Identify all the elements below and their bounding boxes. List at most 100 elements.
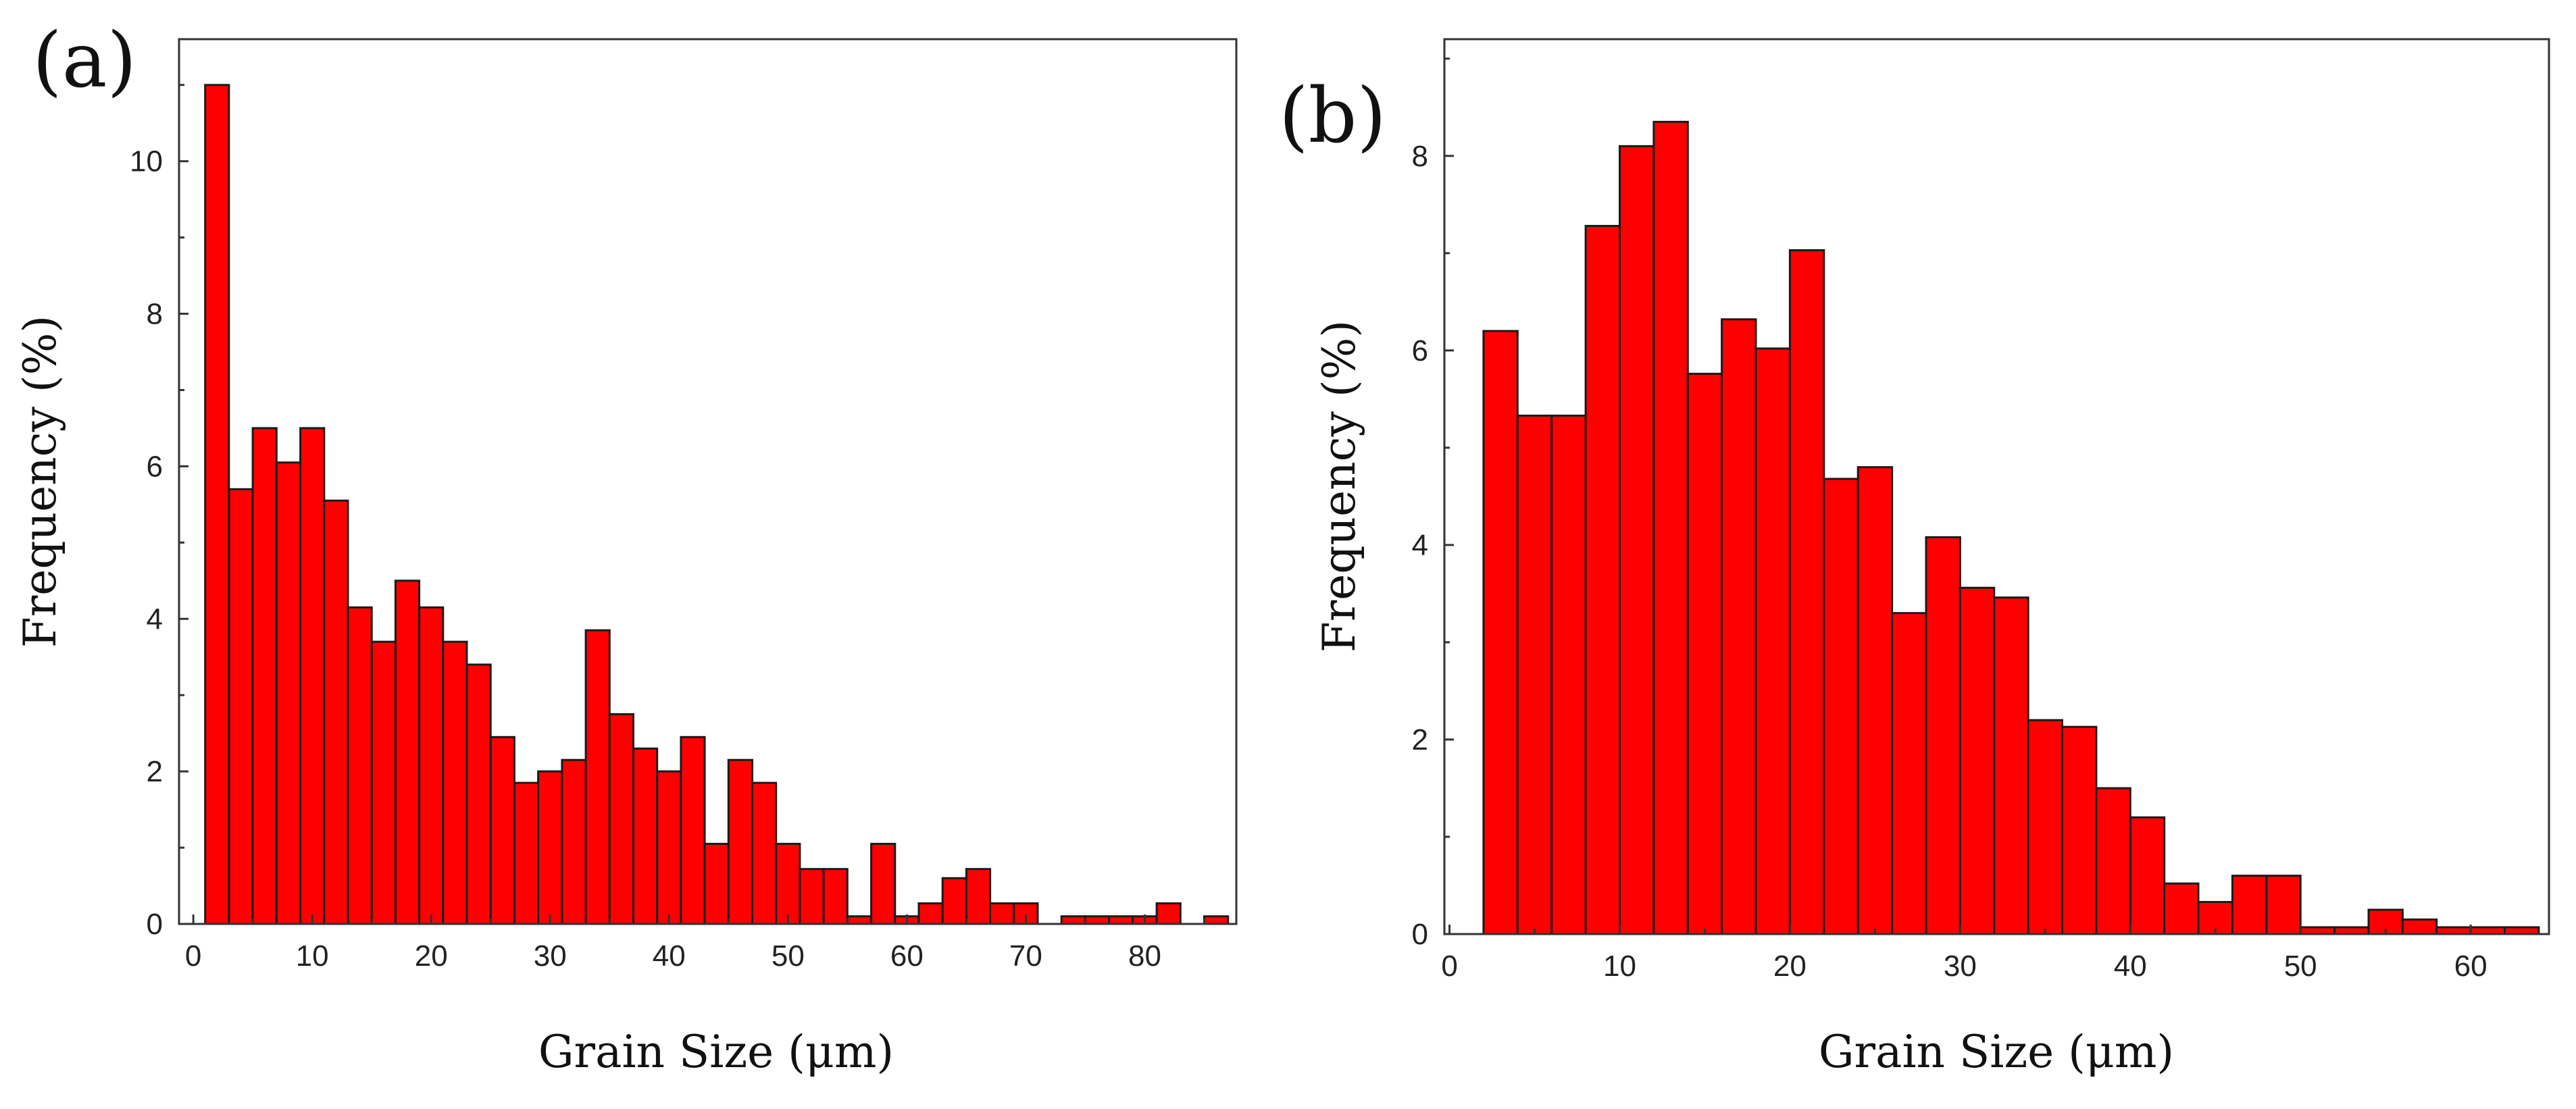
panel-b-y-axis-title: Frequency (%) [1313, 320, 1365, 652]
panel-b-bar-29 [2469, 926, 2506, 935]
panel-b-bar-30 [2504, 926, 2540, 935]
panel-a-bar-8 [394, 579, 421, 925]
panel-b-bar-17 [2061, 725, 2098, 935]
panel-a-bar-34 [1013, 902, 1039, 925]
panel-b-bar-2 [1550, 414, 1587, 935]
panel-a-bar-10 [442, 640, 468, 925]
panel-a-bar-25 [799, 868, 825, 925]
panel-a-bar-0 [204, 84, 230, 925]
panel-b-x-tick-label-1: 10 [1603, 950, 1636, 983]
chart-panel-b: 0 10 20 30 40 50 60 0 2 4 6 8 Grain Size (μm) Frequen… [1279, 38, 2550, 1078]
panel-a-x-tick-label-0: 0 [185, 939, 201, 973]
panel-b-bar-19 [2129, 816, 2166, 935]
panel-b-bar-1 [1516, 414, 1553, 935]
panel-b-bar-0 [1482, 330, 1519, 935]
panel-b-x-tick-label-2: 20 [1773, 950, 1807, 983]
panel-a-bar-38 [1108, 915, 1134, 925]
panel-b-bar-8 [1754, 347, 1791, 935]
chart-panel-a: 0 10 20 30 40 50 60 70 80 0 2 4 6 8 10 Grain Size (μm) F… [14, 17, 1238, 1078]
panel-a-x-axis-title: Grain Size (μm) [538, 1026, 894, 1078]
panel-a-y-tick-label-5: 10 [130, 145, 163, 178]
panel-a-bar-42 [1203, 915, 1230, 925]
panel-b-plot-frame [1443, 38, 2550, 935]
panel-a-y-tick-label-1: 2 [147, 755, 163, 788]
panel-a-bar-22 [727, 758, 754, 925]
panel-b-bar-10 [1823, 478, 1859, 935]
panel-a-bar-11 [465, 663, 492, 925]
panel-b-bar-4 [1619, 145, 1655, 935]
panel-a-y-tick-label-3: 6 [147, 450, 163, 483]
panel-b-bar-15 [1993, 596, 2029, 935]
panel-a-bar-15 [561, 758, 587, 925]
panel-b-bar-22 [2231, 875, 2268, 935]
panel-a-x-tick-label-3: 30 [534, 939, 567, 973]
panel-a-bar-12 [489, 736, 515, 925]
panel-a-bar-32 [965, 868, 992, 925]
panel-a-x-tick-label-8: 80 [1128, 939, 1161, 973]
panel-b-bar-3 [1584, 225, 1621, 935]
panel-a-bar-31 [941, 877, 967, 925]
panel-a-bar-1 [228, 488, 254, 925]
panel-b-label: (b) [1279, 72, 1386, 160]
panel-a-x-tick-label-6: 60 [890, 939, 924, 973]
panel-b-x-tick-label-3: 30 [1944, 950, 1977, 983]
panel-a-bar-26 [822, 868, 849, 925]
panel-a-x-tick-label-4: 40 [653, 939, 686, 973]
panel-b-bar-7 [1721, 318, 1757, 935]
panel-b-x-axis-title: Grain Size (μm) [1819, 1026, 2174, 1078]
panel-b-bar-20 [2163, 882, 2200, 935]
panel-a-bar-36 [1060, 915, 1086, 925]
panel-a-x-tick-label-1: 10 [296, 939, 329, 973]
panel-a-bar-18 [632, 747, 659, 925]
panel-b-bar-6 [1686, 372, 1723, 935]
panel-b-bar-13 [1925, 536, 1961, 935]
panel-b-y-tick-label-0: 0 [1412, 918, 1428, 951]
panel-b-bar-25 [2333, 926, 2370, 935]
panel-b-bar-14 [1959, 586, 1996, 935]
panel-a-bar-4 [299, 427, 326, 925]
panel-a-bar-9 [418, 606, 445, 925]
panel-a-plot-frame [178, 38, 1238, 925]
panel-a-bar-16 [584, 629, 611, 925]
panel-a-bar-5 [323, 499, 349, 925]
panel-a-bar-19 [656, 770, 682, 925]
panel-b-bar-12 [1891, 612, 1927, 935]
panel-a-bar-37 [1084, 915, 1111, 925]
panel-b-y-tick-label-3: 6 [1412, 334, 1428, 367]
panel-a-bar-14 [537, 770, 563, 925]
panel-b-x-tick-label-5: 50 [2284, 950, 2317, 983]
panel-a-bar-2 [251, 427, 278, 925]
panel-b-bar-5 [1652, 120, 1689, 935]
panel-b-x-tick-label-6: 60 [2454, 950, 2487, 983]
panel-a-bar-3 [275, 461, 302, 925]
panel-a-x-tick-label-2: 20 [415, 939, 448, 973]
panel-a-bar-6 [347, 606, 373, 925]
panel-a-bar-7 [370, 640, 397, 925]
panel-a-bar-17 [608, 713, 634, 925]
panel-a-y-axis-title: Frequency (%) [14, 315, 66, 648]
panel-b-bar-11 [1857, 466, 1894, 935]
panel-b-x-tick-label-4: 40 [2114, 950, 2147, 983]
panel-b-x-tick-label-0: 0 [1441, 950, 1457, 983]
panel-b-bar-28 [2435, 926, 2472, 935]
panel-b-bar-24 [2299, 926, 2336, 935]
panel-b-bar-23 [2265, 875, 2302, 935]
panel-a-bar-30 [917, 902, 944, 925]
panel-a-x-tick-label-5: 50 [772, 939, 805, 973]
panel-b-bar-27 [2401, 918, 2438, 935]
panel-a-y-tick-label-4: 8 [147, 298, 163, 331]
panel-a-bar-23 [751, 781, 778, 925]
panel-b-bar-18 [2095, 787, 2131, 935]
panel-a-y-tick-label-0: 0 [147, 908, 163, 941]
panel-a-bar-24 [775, 842, 801, 925]
panel-a-y-tick-label-2: 4 [147, 602, 163, 636]
panel-a-label: (a) [32, 17, 136, 105]
panel-a-bar-33 [989, 902, 1015, 925]
panel-a-bar-21 [703, 842, 730, 925]
panel-b-y-tick-label-2: 4 [1412, 529, 1428, 562]
panel-a-bar-28 [870, 842, 896, 925]
panel-a-x-tick-label-7: 70 [1009, 939, 1042, 973]
panel-a-bar-27 [846, 915, 873, 925]
panel-b-bar-16 [2027, 719, 2064, 935]
